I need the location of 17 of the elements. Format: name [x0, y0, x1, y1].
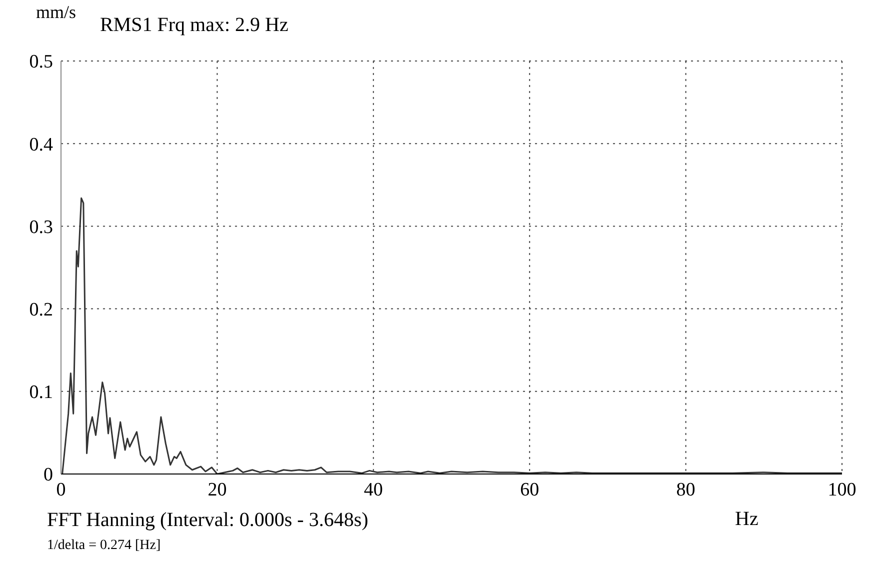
- x-tick-label: 40: [364, 479, 383, 500]
- y-tick-label: 0.5: [29, 52, 53, 73]
- x-tick-label: 100: [828, 479, 856, 500]
- y-tick-label: 0.1: [29, 382, 53, 404]
- x-tick-label: 20: [208, 479, 227, 500]
- x-tick-label: 60: [520, 479, 540, 500]
- x-tick-label: 80: [676, 479, 696, 500]
- y-tick-label: 0.3: [29, 216, 53, 238]
- y-axis-title: mm/s: [36, 2, 76, 23]
- line-series: [62, 197, 842, 474]
- text: FFT Hanning (Interval: 0.000s - 3.648s): [47, 509, 368, 532]
- y-tick-label: 0: [44, 464, 53, 486]
- text: 1/delta = 0.274 [Hz]: [47, 538, 161, 554]
- y-tick-label: 0.4: [29, 134, 54, 156]
- chart-title: RMS1 Frq max: 2.9 Hz: [100, 14, 288, 37]
- x-axis-title: Hz: [735, 508, 758, 531]
- y-tick-label: 0.2: [29, 300, 53, 321]
